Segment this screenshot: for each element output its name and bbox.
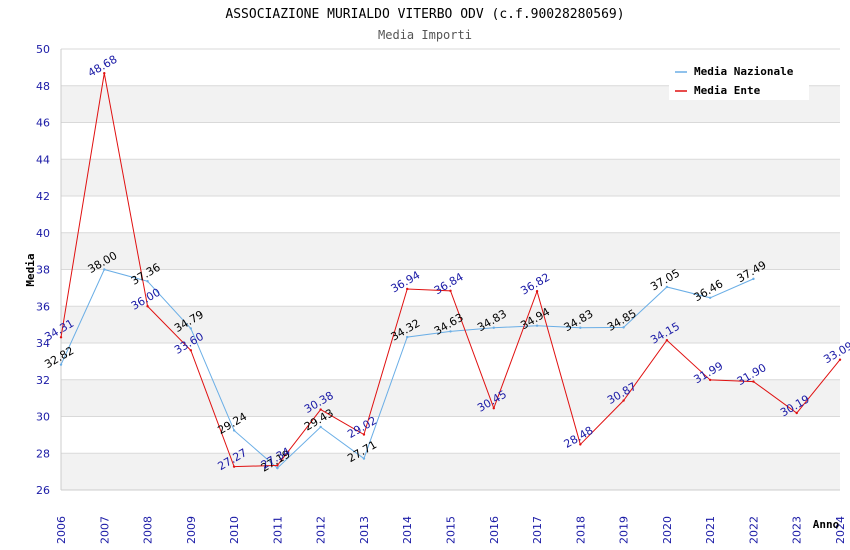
band-34 <box>61 306 840 343</box>
data-point-media-nazionale <box>276 466 279 470</box>
y-tick-label: 30 <box>36 411 50 424</box>
data-point-media-ente <box>406 287 409 291</box>
chart-subtitle: Media Importi <box>378 28 472 42</box>
x-axis-ticks: 2006 2007 2008 2009 2010 2011 2012 2013 2014 2015… <box>55 516 847 544</box>
y-tick-label: 44 <box>36 153 50 166</box>
data-point-media-nazionale <box>319 425 322 429</box>
data-point-media-nazionale <box>708 296 712 299</box>
data-point-media-nazionale <box>492 326 495 329</box>
band-42 <box>61 159 840 196</box>
x-tick-label: 2020 <box>661 516 674 544</box>
x-tick-label: 2006 <box>55 516 68 544</box>
x-tick-label: 2012 <box>315 516 328 544</box>
data-point-media-nazionale <box>232 429 236 432</box>
x-axis-label: Anno <box>813 518 840 531</box>
x-tick-label: 2010 <box>228 516 241 544</box>
data-point-media-ente <box>622 399 625 402</box>
data-point-media-nazionale <box>59 363 63 366</box>
background-bands <box>61 49 840 490</box>
legend-box <box>669 60 809 100</box>
x-tick-label: 2022 <box>747 516 760 544</box>
y-tick-label: 26 <box>36 484 50 497</box>
band-30 <box>61 379 840 417</box>
y-axis-label: Media <box>24 253 37 286</box>
x-tick-label: 2023 <box>791 516 804 544</box>
x-tick-label: 2017 <box>531 516 544 544</box>
data-point-media-nazionale <box>362 457 366 460</box>
data-point-media-ente <box>795 411 798 415</box>
gridlines <box>60 48 840 491</box>
legend-label-media-ente: Media Ente <box>694 84 761 97</box>
data-point-media-ente <box>708 378 712 382</box>
y-tick-label: 36 <box>36 300 50 313</box>
x-tick-label: 2021 <box>704 516 717 544</box>
x-tick-label: 2013 <box>358 516 371 544</box>
data-point-media-ente <box>146 305 149 308</box>
data-point-media-ente <box>492 407 495 410</box>
x-tick-label: 2011 <box>271 516 284 544</box>
data-point-media-ente <box>319 408 322 411</box>
y-tick-label: 46 <box>36 117 50 130</box>
data-point-media-nazionale <box>665 285 669 289</box>
band-38 <box>61 232 840 270</box>
data-point-media-ente <box>579 443 582 446</box>
y-tick-label: 48 <box>36 80 50 93</box>
band-26 <box>61 453 840 490</box>
y-tick-label: 38 <box>36 264 50 277</box>
data-point-media-ente <box>276 464 279 467</box>
y-tick-label: 28 <box>36 447 50 460</box>
data-point-media-nazionale <box>752 277 755 281</box>
data-point-media-ente <box>189 349 193 352</box>
data-point-media-ente <box>838 358 842 361</box>
x-tick-label: 2007 <box>98 516 111 544</box>
legend-label-media-nazionale: Media Nazionale <box>694 65 794 78</box>
x-tick-label: 2014 <box>401 516 414 544</box>
x-tick-label: 2009 <box>185 516 198 544</box>
band-28 <box>61 416 840 454</box>
data-point-media-nazionale <box>449 330 452 333</box>
x-tick-label: 2008 <box>142 516 155 544</box>
y-axis-ticks: 26 28 30 32 34 36 38 40 42 44 46 48 50 <box>36 43 50 497</box>
data-point-media-nazionale <box>146 280 149 283</box>
x-tick-label: 2019 <box>618 516 631 544</box>
data-point-media-nazionale <box>189 327 193 330</box>
band-36 <box>61 269 840 307</box>
data-point-media-ente <box>535 289 539 293</box>
y-tick-label: 40 <box>36 227 50 240</box>
y-tick-label: 50 <box>36 43 50 56</box>
data-point-media-nazionale <box>103 268 106 271</box>
series-group <box>59 72 842 470</box>
data-point-media-ente <box>59 336 63 339</box>
band-40 <box>61 196 840 233</box>
data-point-media-nazionale <box>622 326 625 329</box>
data-point-media-ente <box>232 465 236 468</box>
band-32 <box>61 343 840 380</box>
data-point-media-ente <box>752 380 755 383</box>
x-tick-label: 2018 <box>574 516 587 544</box>
data-point-media-ente <box>449 289 452 293</box>
x-tick-label: 2024 <box>834 516 847 544</box>
band-44 <box>61 122 840 160</box>
data-point-media-ente <box>665 339 669 342</box>
y-tick-label: 32 <box>36 374 50 387</box>
chart-title: ASSOCIAZIONE MURIALDO VITERBO ODV (c.f.9… <box>225 7 624 22</box>
data-point-media-ente <box>103 72 106 75</box>
legend: Media Nazionale Media Ente <box>669 60 809 100</box>
x-tick-label: 2015 <box>445 516 458 544</box>
data-point-media-nazionale <box>579 326 582 329</box>
x-tick-label: 2016 <box>488 516 501 544</box>
data-point-media-ente <box>362 433 366 436</box>
data-point-media-nazionale <box>406 335 409 339</box>
data-point-media-nazionale <box>535 324 539 327</box>
y-tick-label: 34 <box>36 337 50 350</box>
y-tick-label: 42 <box>36 190 50 203</box>
